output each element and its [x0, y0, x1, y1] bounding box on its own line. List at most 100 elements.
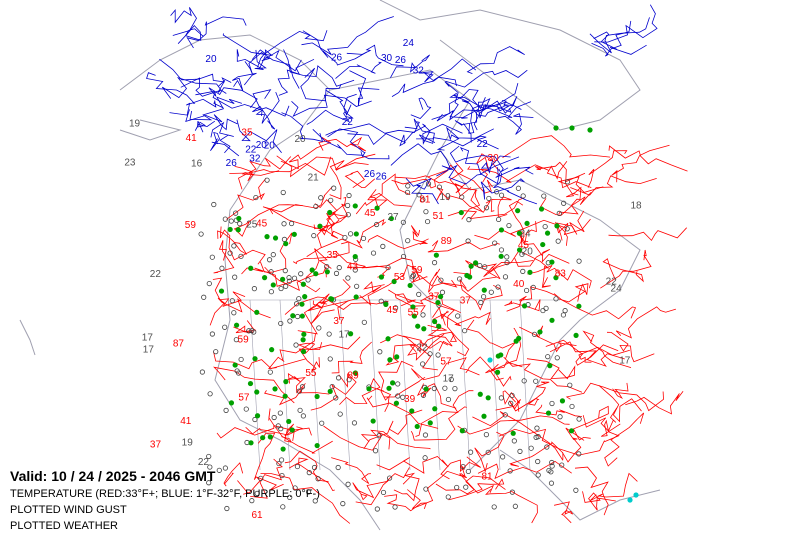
station-marker — [482, 264, 488, 270]
temperature-contour-warm — [377, 360, 414, 401]
temperature-contour-cold — [325, 89, 357, 116]
precipitation-dot — [290, 313, 296, 319]
station-marker — [506, 222, 512, 229]
station-marker — [502, 274, 509, 280]
station-marker — [465, 238, 471, 244]
temperature-contour-warm — [394, 175, 472, 197]
temperature-contour-warm — [250, 458, 283, 499]
station-marker — [305, 277, 311, 283]
wind-gust-legend: PLOTTED WIND GUST — [10, 504, 127, 516]
station-marker — [354, 283, 360, 289]
temperature-label: 32 — [413, 66, 425, 77]
temperature-contour-warm — [331, 341, 372, 374]
precipitation-dot — [386, 385, 392, 391]
temperature-label: 26 — [376, 171, 388, 182]
temperature-contour-cold — [312, 129, 390, 160]
wind-gust-label: 18 — [631, 200, 643, 211]
precipitation-dot — [300, 281, 306, 287]
temperature-contour-warm — [574, 466, 609, 516]
station-marker — [534, 425, 540, 431]
wind-gust-label: 24 — [519, 229, 531, 240]
temperature-contour-cold — [466, 46, 525, 74]
station-marker — [318, 195, 324, 201]
temperature-contour-cold — [346, 44, 404, 67]
precipitation-dot — [324, 269, 330, 275]
precipitation-dot — [472, 260, 479, 266]
temperature-label: 20 — [205, 54, 217, 65]
weather-dot — [627, 497, 633, 503]
station-marker — [509, 489, 515, 495]
temperature-label: 22 — [245, 144, 257, 155]
precipitation-dot — [385, 336, 391, 342]
precipitation-dot — [516, 230, 523, 236]
station-marker — [543, 305, 549, 311]
temperature-contour-cold — [591, 20, 632, 57]
temperature-label: 37 — [333, 316, 345, 327]
station-marker — [535, 472, 541, 478]
temperature-contour-cold — [212, 89, 272, 111]
station-marker — [223, 407, 229, 413]
temperature-contour-warm — [310, 301, 335, 325]
temperature-contour-cold — [222, 33, 274, 60]
temperature-contour-cold — [277, 58, 315, 96]
station-marker — [333, 395, 339, 401]
temperature-contour-warm — [535, 161, 586, 183]
temperature-contour-warm — [280, 137, 332, 170]
temperature-contour-cold — [302, 30, 368, 66]
temperature-label: 55 — [305, 368, 317, 379]
station-marker — [462, 328, 468, 334]
temperature-contour-cold — [493, 168, 538, 205]
temperature-contour-warm — [502, 390, 521, 412]
wind-gust-label: 19 — [129, 118, 141, 129]
temperature-label: 20 — [256, 140, 268, 151]
temperature-contour-warm — [367, 235, 429, 250]
station-marker — [316, 325, 322, 331]
station-marker — [337, 411, 343, 417]
temperature-contour-cold — [445, 69, 528, 88]
precipitation-dot — [516, 247, 523, 253]
station-marker — [559, 462, 565, 468]
station-marker — [520, 268, 526, 274]
precipitation-dot — [248, 265, 254, 271]
station-marker — [249, 328, 255, 334]
temperature-contour-warm — [582, 407, 618, 432]
temperature-contour-warm — [337, 281, 385, 321]
precipitation-dot — [252, 356, 258, 362]
station-marker — [395, 381, 401, 387]
station-marker — [400, 253, 407, 260]
station-marker — [335, 464, 341, 471]
station-marker — [436, 184, 443, 190]
station-marker — [258, 475, 264, 481]
precipitation-dot — [576, 303, 582, 309]
valid-time: Valid: 10 / 24 / 2025 - 2046 GMT — [10, 468, 216, 484]
station-marker — [567, 382, 573, 388]
temperature-contour-cold — [497, 113, 534, 135]
temperature-contour-cold — [454, 108, 485, 143]
temperature-contour-cold — [210, 131, 240, 157]
precipitation-dot — [545, 410, 552, 416]
station-marker — [305, 489, 312, 495]
temperature-contour-warm — [589, 472, 638, 502]
precipitation-dot — [481, 413, 487, 419]
precipitation-dot — [267, 434, 273, 440]
station-marker — [416, 192, 422, 198]
border-line — [399, 299, 411, 471]
station-marker — [222, 324, 228, 330]
station-marker — [306, 470, 312, 476]
temperature-label: 89 — [348, 371, 360, 382]
temperature-contour-warm — [482, 251, 519, 280]
station-marker — [438, 277, 444, 283]
precipitation-dot — [458, 209, 464, 216]
precipitation-dot — [568, 428, 575, 434]
station-marker — [331, 185, 337, 191]
temperature-contour-warm — [423, 298, 470, 357]
station-marker — [372, 448, 379, 454]
precipitation-dot — [407, 282, 413, 289]
station-marker — [409, 274, 415, 280]
station-marker — [561, 200, 567, 206]
temperature-contour-warm — [238, 156, 292, 190]
station-marker — [246, 328, 252, 334]
temperature-contour-cold — [444, 81, 479, 119]
station-marker — [410, 272, 417, 278]
